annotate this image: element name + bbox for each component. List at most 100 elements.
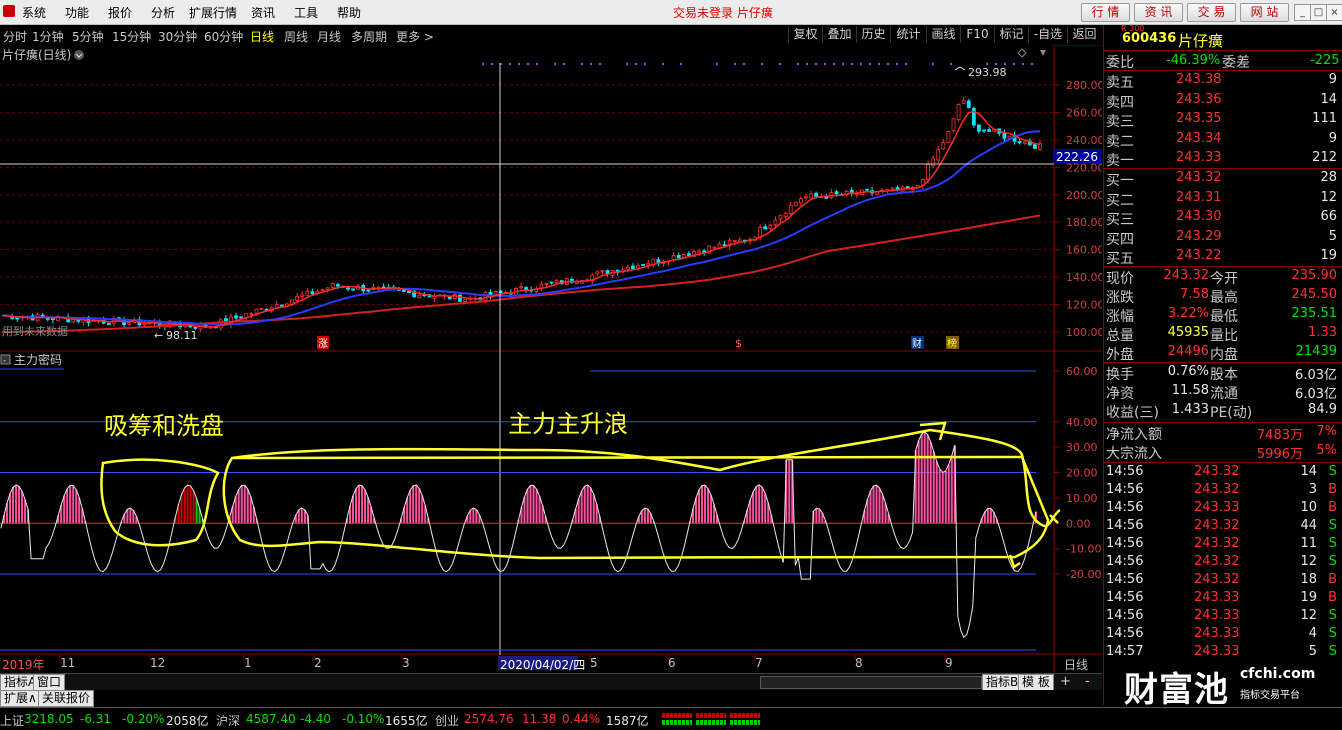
stat-value: 6.03亿 (1295, 383, 1337, 402)
tick-side: S (1329, 518, 1337, 533)
sh-index-pct: -0.20% (122, 712, 164, 726)
watermark-logo: 财富池 cfchi.com 指标交易平台 (1122, 660, 1342, 708)
watchlist-button[interactable]: -自选 (1028, 26, 1067, 43)
candle-body (957, 105, 960, 120)
time-label-7: 7 (755, 656, 763, 670)
news-button[interactable]: 资 讯 (1134, 3, 1183, 22)
indicator-bar (930, 442, 932, 523)
watermark-sub: 指标交易平台 (1240, 686, 1300, 701)
stat-value: 1.33 (1308, 325, 1337, 340)
website-button[interactable]: 网 站 (1240, 3, 1289, 22)
close-icon[interactable]: × (1326, 4, 1342, 21)
menu-news[interactable]: 资讯 (251, 4, 275, 21)
period-1min[interactable]: 1分钟 (32, 28, 64, 45)
flow-value: 5996万 (1257, 443, 1303, 462)
overlay-button[interactable]: 叠加 (822, 26, 856, 43)
quote-button[interactable]: 行 情 (1081, 3, 1130, 22)
tab-template[interactable]: 模 板 (1018, 674, 1054, 691)
period-weekly[interactable]: 周线 (284, 28, 308, 45)
cy-index-amount: 1587亿 (606, 712, 649, 729)
tick-side: B (1328, 572, 1337, 587)
f10-button[interactable]: F10 (960, 26, 994, 43)
menu-tools[interactable]: 工具 (294, 4, 318, 21)
mark-button[interactable]: 标记 (994, 26, 1028, 43)
kline-panel[interactable] (0, 45, 1054, 351)
period-monthly[interactable]: 月线 (317, 28, 341, 45)
bid-volume: 12 (1320, 190, 1337, 205)
menu-quote[interactable]: 报价 (108, 4, 132, 21)
hs-index-label[interactable]: 沪深 (216, 712, 240, 729)
candle-body (326, 288, 329, 290)
stats-button[interactable]: 统计 (890, 26, 926, 43)
tab-extension[interactable]: 扩展∧ (0, 690, 41, 707)
ask-price: 243.35 (1176, 111, 1222, 126)
period-more[interactable]: 更多 > (396, 28, 434, 45)
stat-value: 7.58 (1180, 287, 1209, 302)
sh-index-label[interactable]: 上证 (0, 712, 24, 729)
indicator-panel[interactable]: - 主力密码 (0, 352, 64, 369)
signal-dot (761, 63, 763, 65)
tab-indicator-b[interactable]: 指标B (982, 674, 1022, 691)
cy-index-label[interactable]: 创业 (435, 712, 459, 729)
indicator-bar (647, 509, 649, 523)
period-60min[interactable]: 60分钟 (204, 28, 243, 45)
marker-dollar[interactable]: $ (735, 337, 742, 350)
indicator-bar (539, 496, 541, 523)
stat-label: 换手 (1106, 364, 1134, 384)
ask-volume: 212 (1312, 150, 1337, 165)
cy-index-pct: 0.44% (562, 712, 600, 726)
maximize-icon[interactable]: □ (1310, 4, 1327, 21)
menu-ext-quote[interactable]: 扩展行情 (189, 4, 237, 21)
indicator-tick-label: 60.00 (1066, 365, 1098, 378)
menu-help[interactable]: 帮助 (337, 4, 361, 21)
period-multi[interactable]: 多周期 (351, 28, 387, 45)
period-30min[interactable]: 30分钟 (158, 28, 197, 45)
history-button[interactable]: 历史 (856, 26, 890, 43)
chart-area[interactable]: 片仔癀(日线) 222.26 280.00260.00240.00220.002… (0, 45, 1102, 673)
tab-related-quote[interactable]: 关联报价 (38, 690, 94, 707)
weicha-value: -225 (1310, 53, 1340, 68)
stat-label: 最低 (1210, 306, 1238, 326)
period-timeshare[interactable]: 分时 (3, 28, 27, 45)
signal-dot (743, 63, 745, 65)
indicator-bar (12, 487, 14, 523)
stat-value: 45935 (1168, 325, 1209, 340)
candle-body (774, 220, 777, 224)
minimize-icon[interactable]: _ (1294, 4, 1311, 21)
candle-body (255, 309, 258, 313)
tick-price: 243.33 (1194, 626, 1240, 641)
indicator-bar (364, 490, 366, 523)
tab-window[interactable]: 窗口 (33, 674, 65, 691)
zoom-out-button[interactable]: - (1085, 674, 1090, 689)
period-daily[interactable]: 日线 (250, 28, 274, 45)
menu-system[interactable]: 系统 (22, 4, 46, 21)
horizontal-scrollbar[interactable] (760, 676, 982, 689)
price-tick-label: 160.00 (1066, 244, 1102, 257)
draw-button[interactable]: 画线 (926, 26, 960, 43)
indicator-collapse-icon[interactable]: - (3, 356, 6, 366)
tick-volume: 44 (1300, 518, 1317, 533)
menu-bar: 系统 功能 报价 分析 扩展行情 资讯 工具 帮助 交易未登录 片仔癀 行 情 … (0, 0, 1342, 25)
kline-title-chevron-icon[interactable] (74, 50, 84, 60)
adjust-button[interactable]: 复权 (788, 26, 822, 43)
zoom-in-button[interactable]: + (1060, 674, 1071, 689)
future-data-note: 用到未来数据 (2, 324, 68, 338)
candle-body (988, 130, 991, 132)
indicator-bar (987, 508, 989, 523)
candle-body (733, 241, 736, 242)
stat-value: 24496 (1168, 344, 1209, 359)
tick-time: 14:56 (1106, 572, 1143, 587)
menu-analysis[interactable]: 分析 (151, 4, 175, 21)
signal-dot (662, 63, 664, 65)
period-15min[interactable]: 15分钟 (112, 28, 151, 45)
stat-label: 量比 (1210, 325, 1238, 345)
sh-index-change: -6.31 (80, 712, 111, 726)
period-5min[interactable]: 5分钟 (72, 28, 104, 45)
trade-button[interactable]: 交 易 (1187, 3, 1236, 22)
signal-dot (950, 63, 952, 65)
back-button[interactable]: 返回 (1067, 26, 1101, 43)
menu-function[interactable]: 功能 (65, 4, 89, 21)
indicator-tick-label: -20.00 (1066, 568, 1101, 581)
candle-body (784, 213, 787, 216)
